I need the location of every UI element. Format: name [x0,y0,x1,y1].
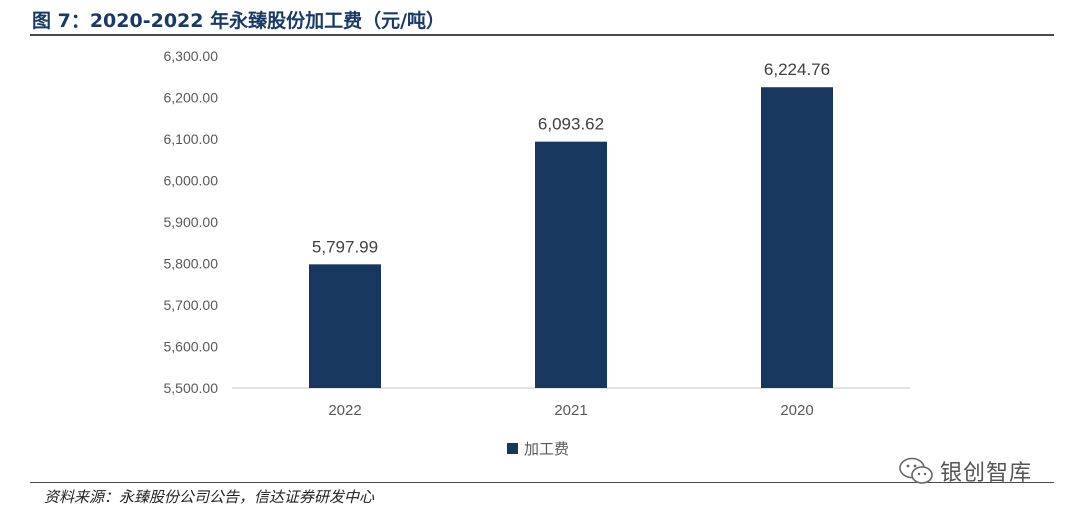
data-label: 5,797.99 [312,237,378,256]
x-tick-label: 2021 [554,402,587,419]
y-tick-label: 6,200.00 [164,90,219,106]
bar [535,141,607,388]
legend-label: 加工费 [524,440,569,458]
data-label: 6,093.62 [538,115,604,134]
figure-title: 图 7：2020-2022 年永臻股份加工费（元/吨） [32,10,446,32]
y-tick-label: 6,000.00 [164,173,219,189]
bar [309,264,381,388]
legend-swatch [507,443,518,454]
top-rule [30,34,1054,36]
y-tick-label: 5,600.00 [164,339,219,355]
data-label: 6,224.76 [764,60,830,79]
watermark: 银创智库 [898,455,1032,487]
bar [761,87,833,388]
bottom-rule [30,482,1054,483]
y-tick-label: 5,500.00 [164,380,219,396]
source-note: 资料来源：永臻股份公司公告，信达证券研发中心 [44,488,375,506]
x-tick-label: 2020 [780,402,813,419]
y-tick-label: 6,300.00 [164,48,219,64]
y-tick-label: 5,900.00 [164,214,219,230]
wechat-icon [899,457,933,484]
y-tick-label: 6,100.00 [164,131,219,147]
watermark-text: 银创智库 [940,461,1033,486]
x-tick-label: 2022 [328,402,361,419]
y-tick-label: 5,800.00 [164,256,219,272]
y-tick-label: 5,700.00 [164,297,219,313]
